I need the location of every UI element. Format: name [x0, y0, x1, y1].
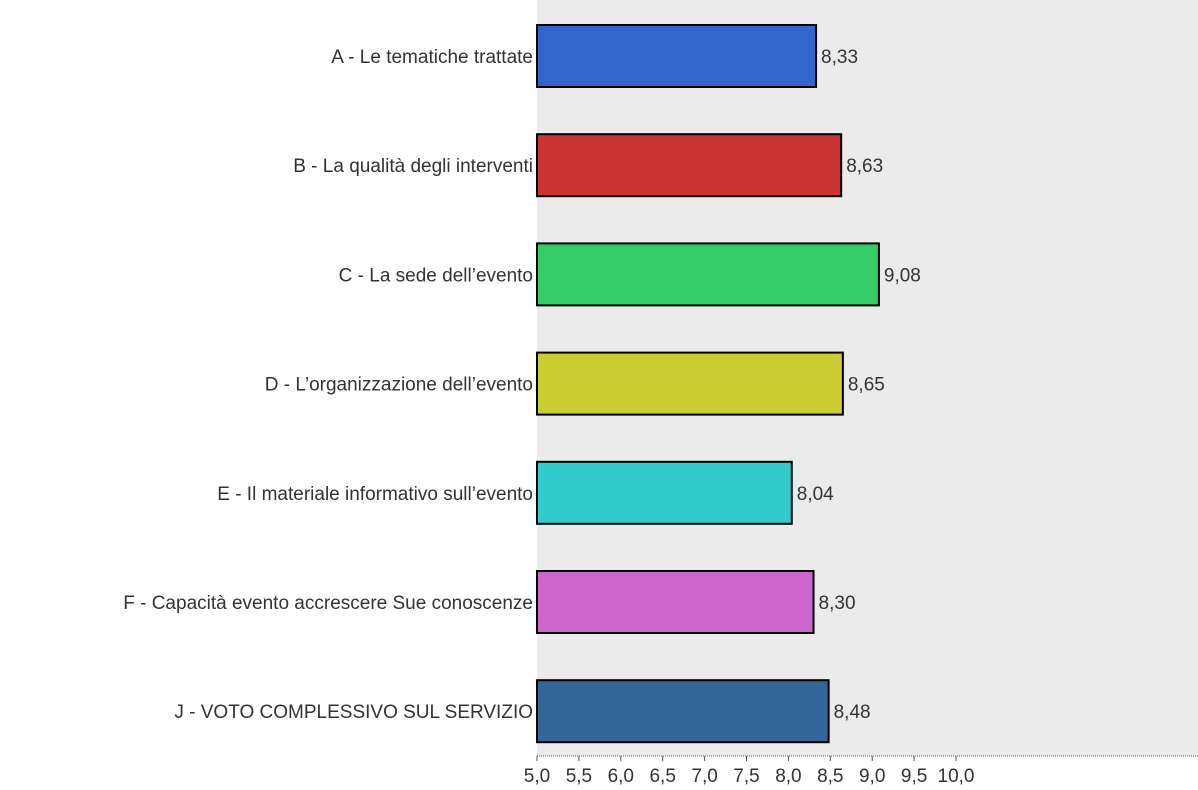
- category-label: J - VOTO COMPLESSIVO SUL SERVIZIO: [174, 702, 533, 723]
- category-label: E - Il materiale informativo sull’evento: [217, 484, 533, 505]
- bar-a: [536, 24, 818, 88]
- value-label: 8,30: [819, 593, 856, 614]
- bars-layer: A - Le tematiche trattate 8,33 B - La qual…: [123, 24, 921, 744]
- x-tick-label: 8,0: [775, 766, 801, 785]
- bar-g: [536, 679, 830, 744]
- value-label: 8,63: [846, 156, 883, 177]
- category-label: B - La qualità degli interventi: [293, 156, 533, 177]
- bar-d: [536, 351, 844, 416]
- x-tick-label: 9,0: [859, 766, 885, 785]
- value-label: 8,33: [821, 47, 858, 68]
- value-label: 8,48: [834, 702, 871, 723]
- x-tick-label: 7,5: [733, 766, 759, 785]
- category-label: F - Capacità evento accrescere Sue conos…: [123, 593, 533, 614]
- x-tick-label: 6,0: [608, 766, 634, 785]
- x-tick-label: 6,5: [649, 766, 675, 785]
- bar-b: [536, 133, 843, 198]
- bar-f: [536, 570, 815, 634]
- x-axis: 5,0 5,5 6,0 6,5 7,0 7,5 8,0 8,5 9,0 9,5 10,0: [524, 755, 1198, 787]
- x-tick-label: 9,5: [901, 766, 927, 785]
- category-label: A - Le tematiche trattate: [331, 47, 533, 68]
- x-tick-label: 10,0: [938, 766, 975, 785]
- value-label: 9,08: [884, 265, 921, 286]
- bar-c: [536, 242, 880, 307]
- category-label: C - La sede dell’evento: [339, 265, 533, 286]
- x-tick-label: 5,0: [524, 766, 550, 785]
- bar-e: [536, 460, 793, 525]
- category-label: D - L’organizzazione dell’evento: [265, 375, 533, 396]
- x-tick-label: 5,5: [566, 766, 592, 785]
- x-tick-label: 7,0: [691, 766, 717, 785]
- value-label: 8,04: [797, 484, 834, 505]
- x-tick-label: 8,5: [817, 766, 843, 785]
- value-label: 8,65: [848, 375, 885, 396]
